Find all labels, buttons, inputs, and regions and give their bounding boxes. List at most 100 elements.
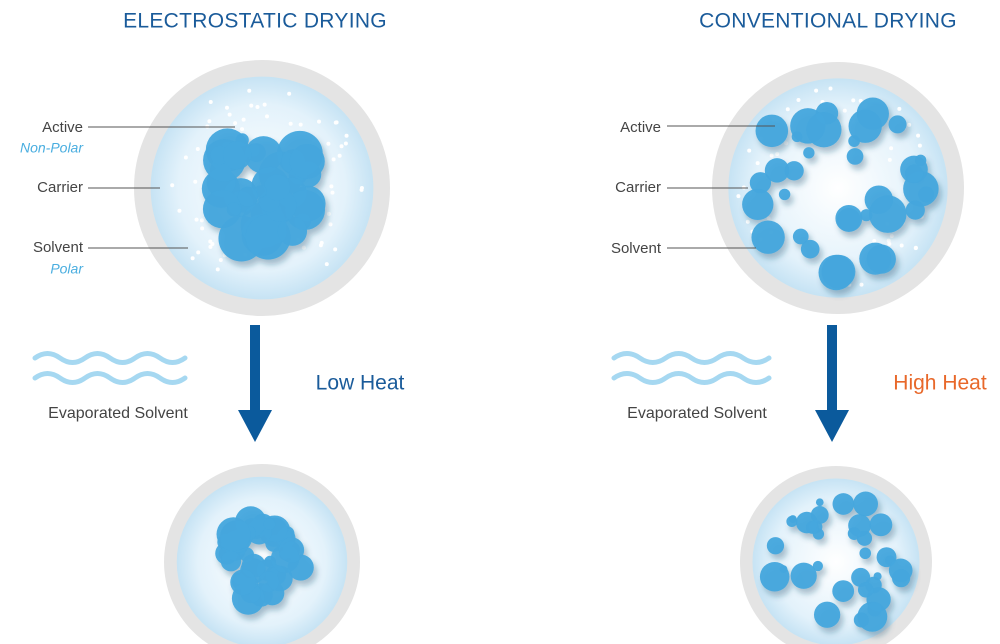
carrier-dot — [785, 107, 790, 112]
particle — [835, 204, 863, 232]
carrier-dot — [745, 219, 750, 224]
carrier-dot — [249, 103, 254, 108]
carrier-dot — [210, 241, 215, 246]
carrier-dot — [301, 245, 306, 250]
carrier-dot — [851, 98, 856, 103]
particle — [254, 185, 267, 198]
carrier-dot — [775, 152, 780, 157]
vapor-wave — [611, 371, 772, 385]
carrier-dot — [193, 179, 198, 184]
carrier-dot — [339, 144, 344, 149]
particle — [751, 220, 785, 254]
particle — [846, 148, 864, 165]
particles — [759, 491, 913, 632]
carrier-dot — [262, 102, 267, 107]
evaporated-label: Evaporated Solvent — [48, 405, 188, 422]
heat-label: High Heat — [893, 372, 987, 395]
particle — [786, 515, 798, 528]
vapor-wave — [611, 351, 772, 365]
carrier-dot — [215, 267, 220, 272]
arrow-shaft — [250, 325, 260, 413]
carrier-dot — [334, 120, 339, 125]
particle — [853, 612, 869, 628]
carrier-dot — [247, 88, 252, 93]
particle — [226, 202, 241, 217]
carrier-dot — [887, 241, 892, 246]
particle — [810, 506, 829, 524]
carrier-dot — [766, 216, 771, 221]
particle — [832, 493, 855, 515]
particle — [859, 547, 872, 560]
particle — [778, 188, 791, 201]
carrier-dot — [208, 100, 213, 105]
particle — [202, 189, 242, 229]
particle — [779, 565, 788, 574]
carrier-dot — [170, 183, 175, 188]
particle — [818, 254, 855, 291]
carrier-dot — [227, 112, 232, 117]
particle — [766, 537, 785, 555]
carrier-dot — [240, 127, 245, 132]
particle — [223, 141, 252, 170]
particle — [792, 228, 809, 245]
label: Solvent — [611, 240, 662, 257]
carrier-dot — [769, 153, 774, 158]
particle — [860, 209, 873, 222]
particle — [848, 514, 871, 537]
carrier-dot — [199, 218, 204, 223]
carrier-dot — [194, 217, 199, 222]
carrier-dot — [329, 184, 334, 189]
carrier-dot — [218, 258, 223, 263]
label: Solvent — [33, 239, 84, 256]
particle — [866, 244, 896, 274]
carrier-dot — [177, 208, 182, 213]
carrier-dot — [916, 133, 921, 138]
vapor-wave — [32, 371, 188, 385]
carrier-dot — [887, 157, 892, 162]
carrier-dot — [317, 119, 322, 124]
particle — [857, 581, 874, 598]
label-note: Non-Polar — [20, 140, 84, 156]
carrier-dot — [755, 161, 760, 166]
carrier-dot — [337, 153, 342, 158]
layer — [32, 60, 964, 644]
particle — [749, 172, 772, 194]
particle — [905, 200, 925, 220]
particle — [832, 580, 855, 602]
particle — [277, 216, 308, 246]
carrier-dot — [208, 244, 213, 249]
heat-label: Low Heat — [316, 372, 405, 395]
carrier-dot — [324, 262, 329, 267]
carrier-dot — [897, 106, 902, 111]
particle — [812, 560, 824, 572]
particle — [258, 571, 280, 593]
carrier-dot — [359, 187, 364, 192]
carrier-dot — [233, 121, 238, 126]
carrier-dot — [288, 121, 293, 126]
carrier-dot — [196, 250, 201, 255]
particle — [237, 186, 258, 207]
carrier-dot — [330, 190, 335, 195]
particle — [784, 161, 804, 181]
particle — [848, 109, 882, 143]
particle — [764, 158, 790, 183]
particle — [888, 115, 907, 134]
carrier-dot — [287, 91, 292, 96]
arrow-shaft — [827, 325, 837, 413]
particle — [790, 562, 817, 589]
particle — [864, 185, 894, 214]
carrier-dot — [736, 194, 741, 199]
arrow-head — [238, 410, 272, 442]
particle — [755, 114, 789, 148]
label: Active — [620, 119, 661, 136]
evaporated-label: Evaporated Solvent — [627, 405, 767, 422]
carrier-dot — [889, 146, 894, 151]
carrier-dot — [917, 143, 922, 148]
carrier-dot — [195, 147, 200, 152]
carrier-dot — [298, 122, 303, 127]
carrier-dot — [747, 148, 752, 153]
carrier-dot — [333, 247, 338, 252]
particle — [853, 491, 879, 517]
carrier-dot — [343, 141, 348, 146]
carrier-dot — [190, 256, 195, 261]
